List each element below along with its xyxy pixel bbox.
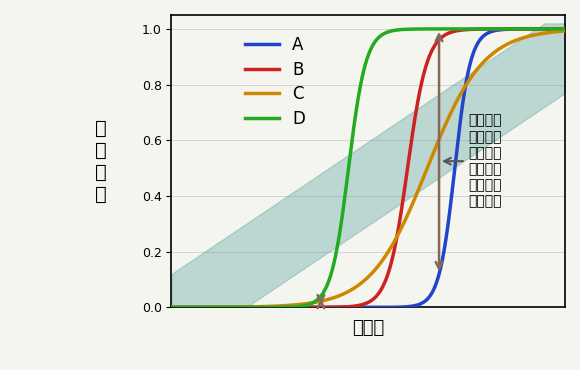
C [482, 58, 489, 63]
Text: 発
達
進
度: 発 達 進 度 [95, 119, 106, 204]
D [341, 195, 348, 200]
Legend: A, B, C, D: A, B, C, D [239, 29, 311, 135]
B [327, 305, 334, 309]
Line: C: C [171, 31, 565, 307]
Line: D: D [171, 29, 565, 307]
D [438, 27, 445, 31]
D [168, 305, 175, 310]
A [327, 305, 334, 310]
X-axis label: 時間軸: 時間軸 [352, 319, 385, 336]
B [208, 305, 215, 310]
C [327, 296, 334, 301]
B [168, 305, 175, 310]
A [475, 40, 482, 44]
B [438, 35, 445, 40]
A [561, 27, 568, 31]
B [482, 27, 489, 31]
A [208, 305, 215, 310]
C [168, 305, 175, 310]
D [327, 273, 334, 278]
C [208, 305, 215, 309]
B [561, 27, 568, 31]
C [341, 291, 348, 296]
A [438, 261, 445, 265]
Text: 平均的定
型発達理
解に基づ
き提供す
る保育の
適応範囲: 平均的定 型発達理 解に基づ き提供す る保育の 適応範囲 [444, 114, 502, 209]
D [482, 27, 489, 31]
C [561, 29, 568, 33]
A [168, 305, 175, 310]
C [475, 65, 482, 70]
Line: A: A [171, 29, 565, 307]
B [341, 305, 348, 309]
B [475, 27, 482, 31]
Line: B: B [171, 29, 565, 307]
A [341, 305, 348, 310]
A [482, 32, 489, 37]
C [438, 131, 445, 135]
D [561, 27, 568, 31]
D [208, 305, 215, 310]
D [475, 27, 482, 31]
